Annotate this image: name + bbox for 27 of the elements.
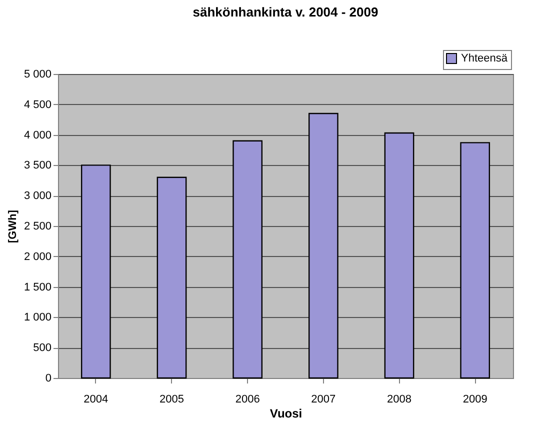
- y-tick-label: 0: [45, 372, 52, 384]
- y-tick-label: 5 000: [24, 68, 52, 80]
- x-tick-label: 2004: [84, 394, 108, 406]
- y-tick-label: 2 000: [24, 250, 52, 263]
- legend-label: Yhteensä: [461, 52, 508, 64]
- x-tick-label: 2006: [235, 394, 260, 406]
- y-tick-label: 500: [33, 342, 52, 354]
- x-tick-label: 2008: [387, 394, 412, 406]
- bar: [80, 164, 111, 379]
- x-tick-label: 2009: [462, 394, 488, 406]
- bar: [308, 112, 338, 379]
- y-tick-label: 1 000: [24, 312, 52, 324]
- bar: [232, 140, 263, 379]
- y-tick-label: 3 000: [24, 190, 52, 202]
- y-tick-label: 2 500: [24, 220, 52, 232]
- bar: [460, 142, 490, 379]
- y-axis-title: [GWh]: [6, 210, 19, 243]
- y-tick-label: 3 500: [24, 160, 52, 172]
- x-axis-title: Vuosi: [270, 406, 302, 420]
- bar: [156, 176, 187, 379]
- y-tick-label: 1 500: [24, 281, 52, 294]
- bar: [384, 132, 414, 379]
- y-tick-label: 4 000: [24, 129, 52, 142]
- chart-title: sähkönhankinta v. 2004 - 2009: [192, 4, 378, 20]
- x-tick-label: 2007: [311, 394, 336, 406]
- y-tick-label: 4 500: [24, 98, 52, 111]
- x-tick-label: 2005: [160, 394, 184, 406]
